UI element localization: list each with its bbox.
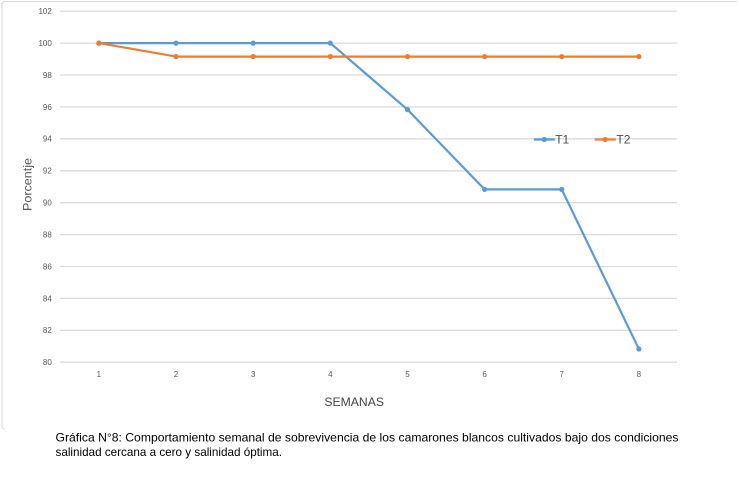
svg-text:86: 86 bbox=[43, 262, 52, 271]
svg-text:88: 88 bbox=[43, 231, 52, 240]
svg-text:2: 2 bbox=[174, 370, 179, 379]
svg-text:82: 82 bbox=[43, 326, 52, 335]
svg-text:Porcentje: Porcentje bbox=[20, 158, 34, 211]
svg-text:T1: T1 bbox=[555, 133, 569, 147]
svg-text:100: 100 bbox=[38, 39, 52, 48]
svg-text:84: 84 bbox=[43, 294, 52, 303]
svg-text:94: 94 bbox=[43, 135, 52, 144]
svg-text:5: 5 bbox=[405, 370, 410, 379]
svg-text:92: 92 bbox=[43, 167, 52, 176]
svg-text:1: 1 bbox=[97, 370, 102, 379]
svg-text:Gráfica N°8: Comportamiento se: Gráfica N°8: Comportamiento semanal de s… bbox=[56, 431, 679, 445]
svg-text:T2: T2 bbox=[616, 133, 630, 147]
svg-text:6: 6 bbox=[482, 370, 487, 379]
svg-text:8: 8 bbox=[637, 370, 642, 379]
svg-text:7: 7 bbox=[559, 370, 564, 379]
svg-text:3: 3 bbox=[251, 370, 256, 379]
svg-text:80: 80 bbox=[43, 358, 52, 367]
svg-text:SEMANAS: SEMANAS bbox=[324, 395, 384, 409]
svg-text:102: 102 bbox=[38, 7, 52, 16]
svg-text:96: 96 bbox=[43, 103, 52, 112]
svg-text:90: 90 bbox=[43, 199, 52, 208]
svg-text:98: 98 bbox=[43, 71, 52, 80]
svg-text:4: 4 bbox=[328, 370, 333, 379]
svg-text:salinidad cercana a cero y sal: salinidad cercana a cero y salinidad ópt… bbox=[56, 445, 283, 459]
